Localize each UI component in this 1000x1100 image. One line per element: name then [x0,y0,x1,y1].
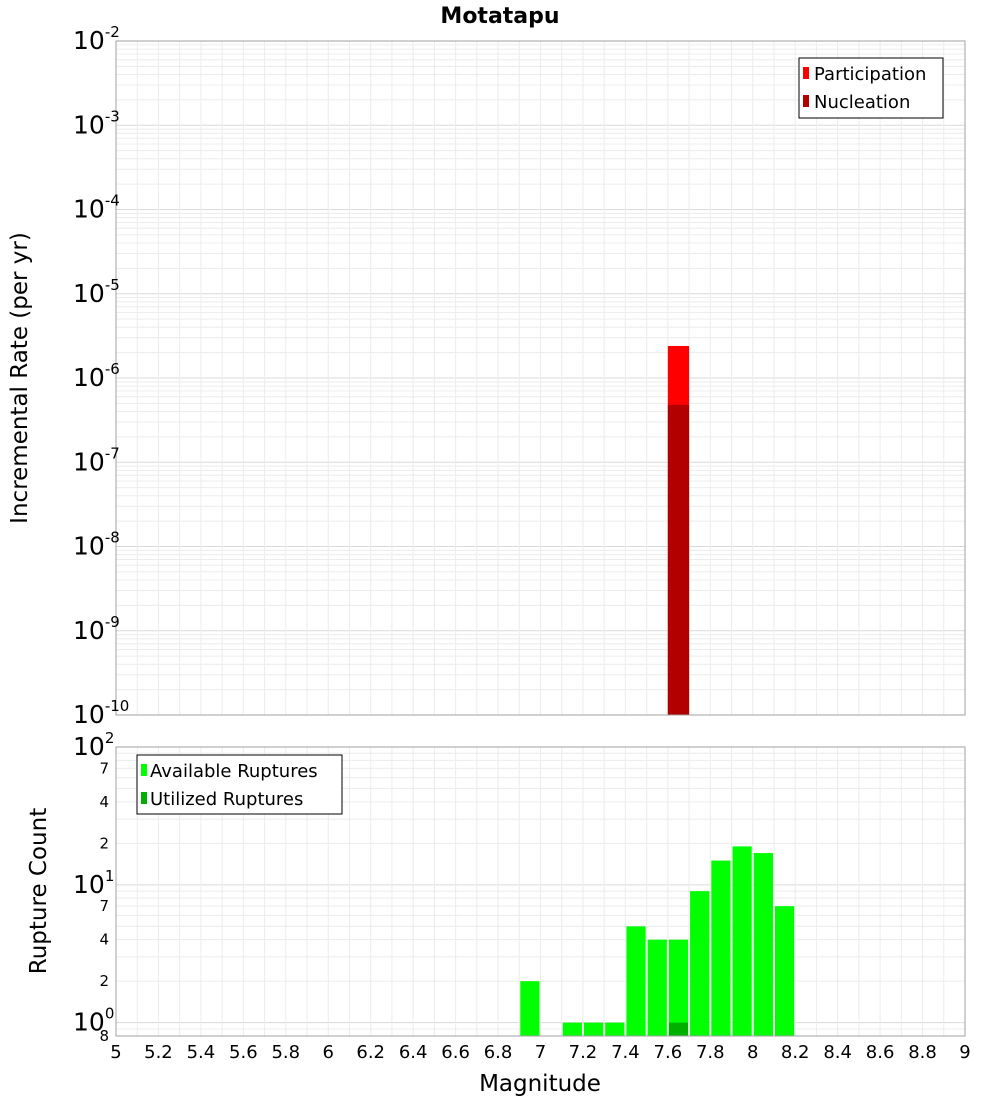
x-tick-label: 5.8 [271,1042,300,1063]
count-bar-available-ruptures [668,939,689,1036]
count-bar-available-ruptures [732,846,752,1036]
count-y-minor-tick-label: 7 [99,897,109,915]
count-bar-available-ruptures [562,1022,582,1036]
count-y-minor-tick-label: 4 [99,793,109,811]
rate-y-tick-label: 10-8 [73,529,120,561]
chart-title: Motatapu [440,4,559,29]
x-tick-label: 6.6 [441,1042,470,1063]
rate-bars [667,345,690,715]
participation-legend-label: Participation [814,64,926,85]
rate-y-axis-label: Incremental Rate (per yr) [7,232,33,524]
count-bar-utilized-ruptures [668,1022,689,1036]
count-bar-available-ruptures [626,926,646,1036]
x-tick-label: 5.6 [229,1042,258,1063]
x-tick-label: 7.2 [569,1042,598,1063]
x-tick-label: 5 [110,1042,121,1063]
count-y-decade-label: 102 [73,729,114,761]
x-tick-label: 7.6 [654,1042,683,1063]
count-y-decade-label: 101 [73,867,114,899]
count-y-minor-tick-label: 8 [99,1027,109,1045]
nucleation-legend-swatch [803,95,809,107]
rate-legend-box [798,57,944,119]
count-bar-available-ruptures [605,1022,625,1036]
count-bar-available-ruptures [711,860,731,1036]
count-y-decade-label: 100 [73,1005,114,1037]
count-y-tick-labels: 7 4 2 7 4 2 8 102 101 100 [73,729,114,1045]
available-legend-label: Available Ruptures [150,761,318,782]
rate-y-tick-label: 10-7 [73,444,120,476]
rate-panel: 10-2 10-3 10-4 10-5 10-6 10-7 10-8 10-9 10-10 In… [7,23,966,729]
rate-y-tick-label: 10-10 [73,697,129,729]
count-y-axis-label: Rupture Count [26,808,52,974]
count-bars [520,846,795,1036]
count-bar-available-ruptures [753,853,773,1036]
count-y-minor-tick-label: 4 [99,931,109,949]
count-panel: 7 4 2 7 4 2 8 102 101 100 5 5.2 5.4 5.6 5.8 6 6.2 6.4 6.6… [26,729,971,1097]
x-tick-label: 5.2 [144,1042,173,1063]
x-tick-label: 6.4 [399,1042,428,1063]
count-y-minor-tick-label: 7 [99,759,109,777]
rate-y-tick-label: 10-4 [73,192,120,224]
x-tick-label: 8.8 [908,1042,937,1063]
count-y-minor-tick-label: 2 [99,834,109,852]
count-legend-box [136,754,343,815]
x-tick-label: 8.6 [866,1042,895,1063]
nucleation-legend-label: Nucleation [814,92,910,113]
rate-gridlines [115,41,966,716]
x-tick-label: 6 [323,1042,334,1063]
x-tick-label: 7.8 [696,1042,725,1063]
rate-y-tick-label: 10-5 [73,276,120,308]
count-bar-available-ruptures [583,1022,604,1036]
count-legend: Available Ruptures Utilized Ruptures [136,754,343,815]
x-tick-label: 9 [959,1042,970,1063]
count-plot-frame [115,746,966,1037]
count-bar-available-ruptures [774,906,795,1036]
rate-y-tick-label: 10-9 [73,613,120,645]
count-bar-available-ruptures [690,891,710,1036]
x-tick-label: 6.8 [484,1042,513,1063]
x-tick-label: 8 [747,1042,758,1063]
x-tick-label: 8.4 [823,1042,852,1063]
x-tick-label: 6.2 [356,1042,385,1063]
x-tick-labels: 5 5.2 5.4 5.6 5.8 6 6.2 6.4 6.6 6.8 7 7.2 7.4 7.6 7.8 8… [110,1042,970,1063]
rate-y-tick-label: 10-6 [73,360,120,392]
rate-y-tick-label: 10-3 [73,107,120,139]
participation-legend-swatch [803,67,809,79]
count-bar-available-ruptures [647,939,667,1036]
x-tick-label: 8.2 [781,1042,810,1063]
count-y-minor-tick-label: 2 [99,972,109,990]
x-tick-label: 7 [535,1042,546,1063]
rate-y-tick-label: 10-2 [73,23,120,55]
rate-bar-nucleation [667,404,690,715]
available-legend-swatch [141,764,147,776]
rate-plot-frame [115,40,966,716]
x-tick-label: 7.4 [611,1042,640,1063]
utilized-legend-swatch [141,792,147,804]
x-tick-label: 5.4 [187,1042,216,1063]
utilized-legend-label: Utilized Ruptures [150,789,303,810]
rate-y-tick-labels: 10-2 10-3 10-4 10-5 10-6 10-7 10-8 10-9 10-10 [73,23,129,729]
x-axis-label: Magnitude [479,1071,601,1097]
count-bar-available-ruptures [520,981,540,1036]
rate-legend: Participation Nucleation [798,57,944,119]
